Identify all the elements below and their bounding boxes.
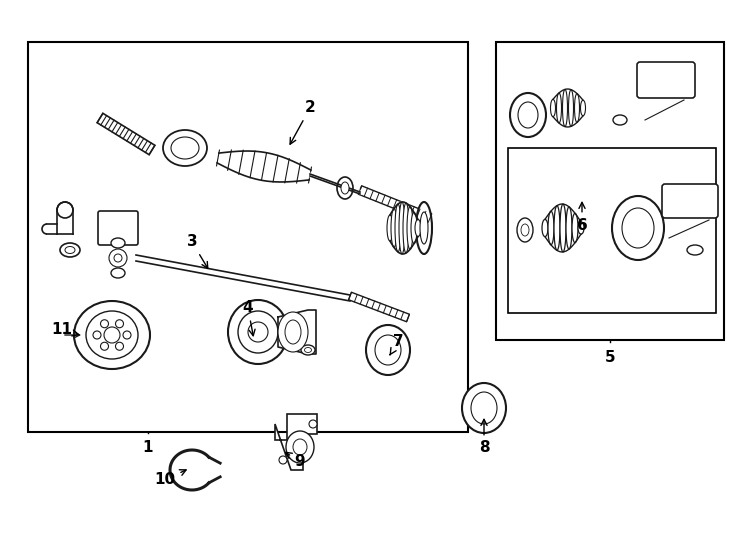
FancyBboxPatch shape bbox=[637, 62, 695, 98]
Ellipse shape bbox=[562, 90, 567, 126]
Text: 10: 10 bbox=[154, 470, 186, 488]
Ellipse shape bbox=[687, 245, 703, 255]
Text: 4: 4 bbox=[243, 300, 255, 336]
Bar bbox=[28, 42, 468, 432]
Ellipse shape bbox=[305, 348, 311, 353]
Text: 11: 11 bbox=[51, 322, 79, 338]
Polygon shape bbox=[390, 202, 418, 254]
Ellipse shape bbox=[403, 203, 409, 253]
Ellipse shape bbox=[612, 196, 664, 260]
Ellipse shape bbox=[248, 322, 268, 342]
Ellipse shape bbox=[60, 243, 80, 257]
Ellipse shape bbox=[101, 342, 109, 350]
Ellipse shape bbox=[613, 115, 627, 125]
Ellipse shape bbox=[238, 311, 278, 353]
Bar bbox=[508, 148, 716, 313]
Ellipse shape bbox=[517, 218, 533, 242]
Polygon shape bbox=[97, 113, 155, 154]
Ellipse shape bbox=[622, 208, 654, 248]
Ellipse shape bbox=[569, 90, 573, 126]
Ellipse shape bbox=[566, 207, 572, 249]
Ellipse shape bbox=[510, 93, 546, 137]
Text: 9: 9 bbox=[286, 453, 305, 469]
Ellipse shape bbox=[279, 456, 287, 464]
Ellipse shape bbox=[115, 342, 123, 350]
Ellipse shape bbox=[337, 177, 353, 199]
Ellipse shape bbox=[93, 331, 101, 339]
Text: 6: 6 bbox=[577, 202, 587, 233]
Ellipse shape bbox=[471, 392, 497, 424]
Ellipse shape bbox=[375, 335, 401, 365]
Ellipse shape bbox=[387, 215, 393, 241]
Ellipse shape bbox=[171, 137, 199, 159]
Ellipse shape bbox=[572, 213, 578, 242]
Ellipse shape bbox=[407, 207, 413, 249]
Ellipse shape bbox=[462, 383, 506, 433]
Ellipse shape bbox=[399, 202, 405, 254]
Polygon shape bbox=[545, 204, 581, 252]
Ellipse shape bbox=[415, 219, 421, 237]
Ellipse shape bbox=[115, 320, 123, 328]
Ellipse shape bbox=[411, 212, 417, 244]
Polygon shape bbox=[278, 310, 316, 354]
FancyBboxPatch shape bbox=[662, 184, 718, 218]
Ellipse shape bbox=[293, 439, 307, 455]
Bar bbox=[496, 42, 724, 340]
Polygon shape bbox=[358, 186, 432, 222]
Ellipse shape bbox=[86, 311, 138, 359]
Ellipse shape bbox=[286, 431, 314, 463]
Polygon shape bbox=[275, 414, 317, 470]
Text: 5: 5 bbox=[605, 350, 615, 366]
Ellipse shape bbox=[228, 300, 288, 364]
Ellipse shape bbox=[521, 224, 529, 236]
Ellipse shape bbox=[278, 312, 308, 352]
Ellipse shape bbox=[395, 204, 401, 252]
Ellipse shape bbox=[285, 320, 301, 344]
Ellipse shape bbox=[104, 327, 120, 343]
Ellipse shape bbox=[581, 100, 586, 116]
Ellipse shape bbox=[309, 420, 317, 428]
Ellipse shape bbox=[74, 301, 150, 369]
Text: 3: 3 bbox=[186, 234, 208, 268]
Ellipse shape bbox=[57, 202, 73, 218]
Ellipse shape bbox=[301, 345, 315, 355]
Ellipse shape bbox=[518, 102, 538, 128]
Ellipse shape bbox=[560, 204, 566, 252]
Ellipse shape bbox=[123, 331, 131, 339]
Polygon shape bbox=[217, 151, 311, 182]
Text: 8: 8 bbox=[479, 420, 490, 456]
Text: 1: 1 bbox=[142, 441, 153, 456]
Ellipse shape bbox=[575, 93, 580, 123]
Ellipse shape bbox=[416, 202, 432, 254]
Ellipse shape bbox=[391, 208, 397, 247]
Ellipse shape bbox=[101, 320, 109, 328]
Ellipse shape bbox=[578, 222, 584, 234]
Ellipse shape bbox=[366, 325, 410, 375]
FancyBboxPatch shape bbox=[98, 211, 138, 245]
Ellipse shape bbox=[420, 212, 428, 244]
Ellipse shape bbox=[111, 268, 125, 278]
Text: 2: 2 bbox=[290, 100, 316, 144]
Ellipse shape bbox=[548, 211, 554, 245]
Ellipse shape bbox=[163, 130, 207, 166]
Ellipse shape bbox=[550, 99, 556, 117]
Text: 7: 7 bbox=[390, 334, 403, 355]
Polygon shape bbox=[553, 89, 583, 127]
Ellipse shape bbox=[111, 238, 125, 248]
Ellipse shape bbox=[65, 246, 75, 253]
Ellipse shape bbox=[554, 206, 560, 251]
Ellipse shape bbox=[542, 219, 548, 237]
Ellipse shape bbox=[109, 249, 127, 267]
Ellipse shape bbox=[341, 182, 349, 194]
Polygon shape bbox=[349, 292, 410, 322]
Ellipse shape bbox=[114, 254, 122, 262]
Ellipse shape bbox=[556, 93, 562, 123]
